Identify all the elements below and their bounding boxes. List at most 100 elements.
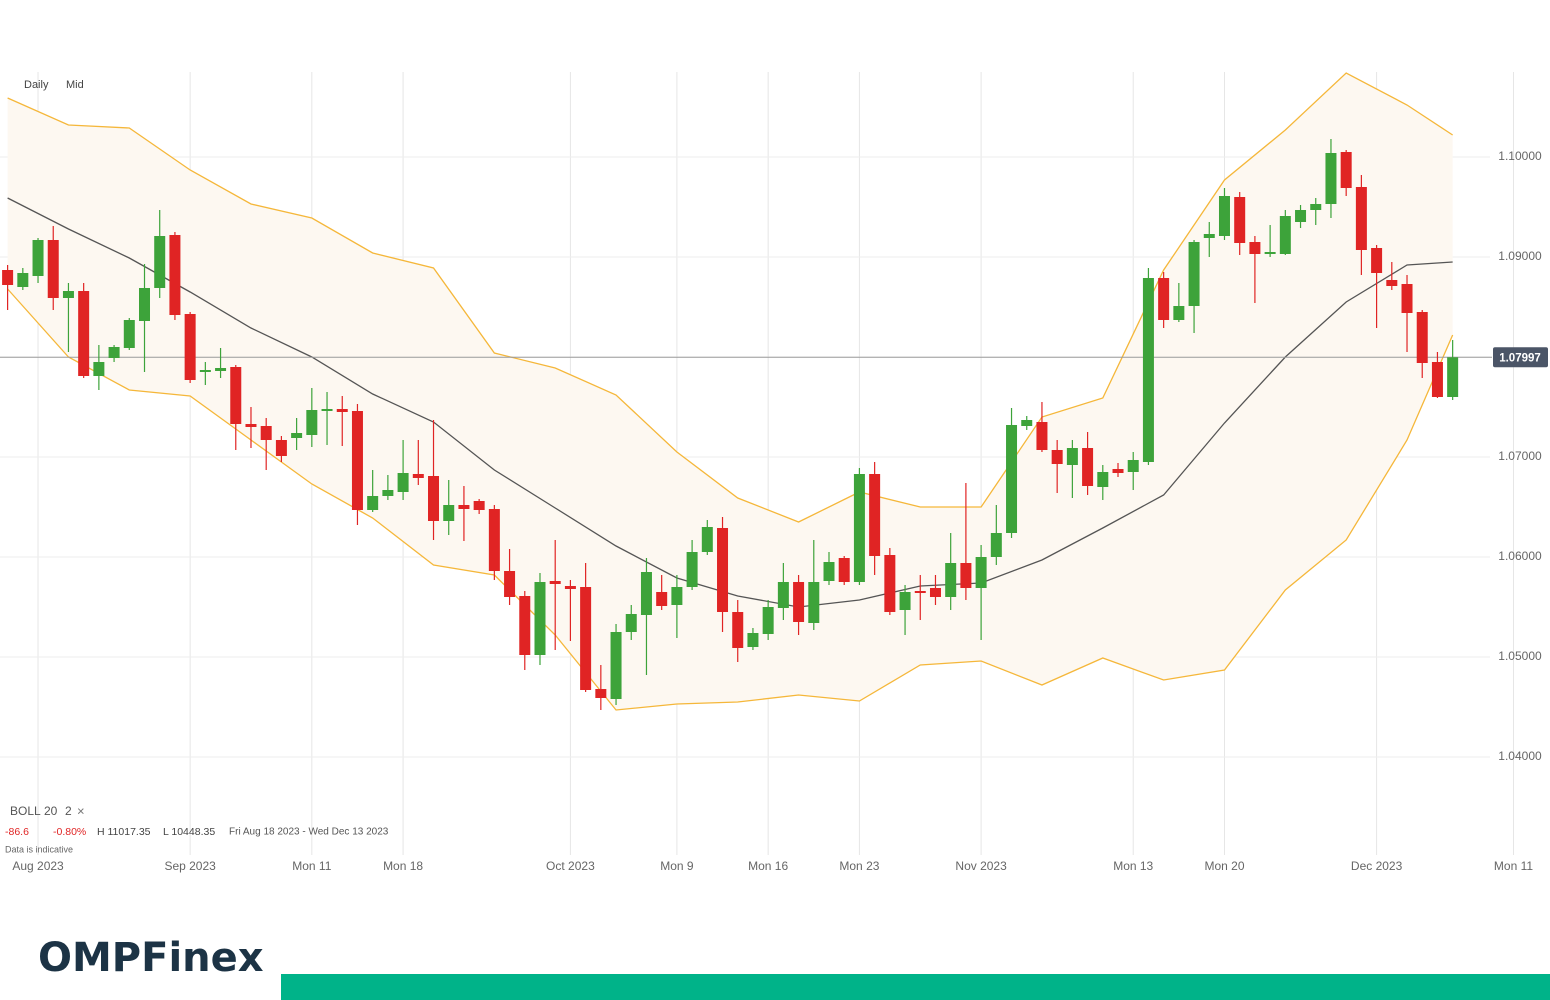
candle-body [671,587,683,605]
price-type[interactable]: Mid [66,79,84,91]
candle-body [1355,187,1367,250]
x-tick-label: Oct 2023 [546,859,595,873]
candle-body [762,607,774,634]
candle-body [1325,153,1337,204]
x-tick-label: Mon 13 [1113,859,1153,873]
indicator-deviation: 2 [65,804,72,818]
y-tick-label: 1.10000 [1498,149,1542,163]
candle-body [291,433,303,438]
candle-body [656,592,668,606]
candle-body [929,588,941,597]
candle-body [1340,152,1352,188]
candle-body [777,582,789,608]
bollinger-middle [7,197,1453,608]
last-price-label: 1.07997 [1499,352,1541,364]
bollinger-upper [7,72,1454,523]
candle-body [899,592,911,610]
indicator-period: 20 [44,804,58,818]
candle-body [275,440,287,456]
candle-body [245,424,257,427]
candle-body [367,496,379,510]
candle-body [960,563,972,588]
candle-body [139,288,151,321]
candle-body [732,612,744,648]
candle-body [78,291,90,376]
data-note: Data is indicative [5,844,73,854]
candle-body [1401,284,1413,313]
x-tick-label: Nov 2023 [955,859,1007,873]
candle-body [1006,425,1018,533]
candle-body [382,490,394,496]
candle-body [595,689,607,698]
candle-body [412,474,424,478]
candle-body [549,581,561,584]
candle-body [108,347,120,358]
candle-body [443,505,455,521]
candle-body [610,632,622,699]
candle-body [1431,362,1443,397]
x-tick-label: Mon 20 [1204,859,1244,873]
candle-body [428,476,440,521]
candle-body [884,555,896,612]
candle-body [260,426,272,440]
candle-body [1295,210,1307,222]
candle-body [1066,448,1078,465]
x-tick-label: Sep 2023 [164,859,216,873]
y-tick-label: 1.07000 [1498,449,1542,463]
candle-body [230,367,242,424]
candle-body [1416,312,1428,363]
candle-body [625,614,637,632]
period-low: L 10448.35 [163,826,215,838]
candle-body [351,411,363,510]
candle-body [123,320,135,348]
candle-body [717,528,729,612]
candle-body [519,596,531,655]
y-tick-label: 1.09000 [1498,249,1542,263]
period-high: H 11017.35 [97,826,151,838]
candle-body [1264,252,1276,254]
candle-body [1158,278,1170,320]
candle-body [154,236,166,288]
candle-body [808,582,820,623]
candle-body [975,557,987,588]
y-tick-label: 1.05000 [1498,649,1542,663]
candle-body [1310,204,1322,210]
candle-body [504,571,516,597]
candle-body [686,552,698,587]
candle-body [793,582,805,622]
candle-body [1218,196,1230,236]
x-tick-label: Mon 11 [292,859,331,873]
date-range: Fri Aug 18 2023 - Wed Dec 13 2023 [229,827,389,838]
candle-body [321,409,333,411]
candle-body [1173,306,1185,320]
candle-body [1127,460,1139,472]
candle-body [1021,420,1033,426]
candle-body [1051,450,1063,464]
x-tick-label: Mon 18 [383,859,423,873]
candle-body [1249,242,1261,254]
candle-body [1142,278,1154,462]
candle-body [458,505,470,509]
candle-body [488,509,500,571]
candle-body [990,533,1002,557]
interval[interactable]: Daily [24,79,49,91]
candle-body [914,591,926,593]
y-tick-label: 1.06000 [1498,549,1542,563]
indicator-remove[interactable]: × [77,803,85,818]
candle-body [397,473,409,492]
candle-body [869,474,881,556]
brand-logo: OMPFinex [38,935,264,981]
candle-body [17,273,29,287]
x-tick-label: Aug 2023 [12,859,64,873]
change-pct: -0.80% [53,826,86,838]
candle-body [747,633,759,647]
brand-bar [281,974,1550,1000]
candle-body [945,563,957,597]
bollinger-fill [7,73,1453,710]
candle-body [32,240,44,276]
candle-body [564,586,576,589]
candle-body [2,270,14,285]
candle-body [306,410,318,435]
candle-body [169,235,181,315]
candle-body [701,527,713,552]
